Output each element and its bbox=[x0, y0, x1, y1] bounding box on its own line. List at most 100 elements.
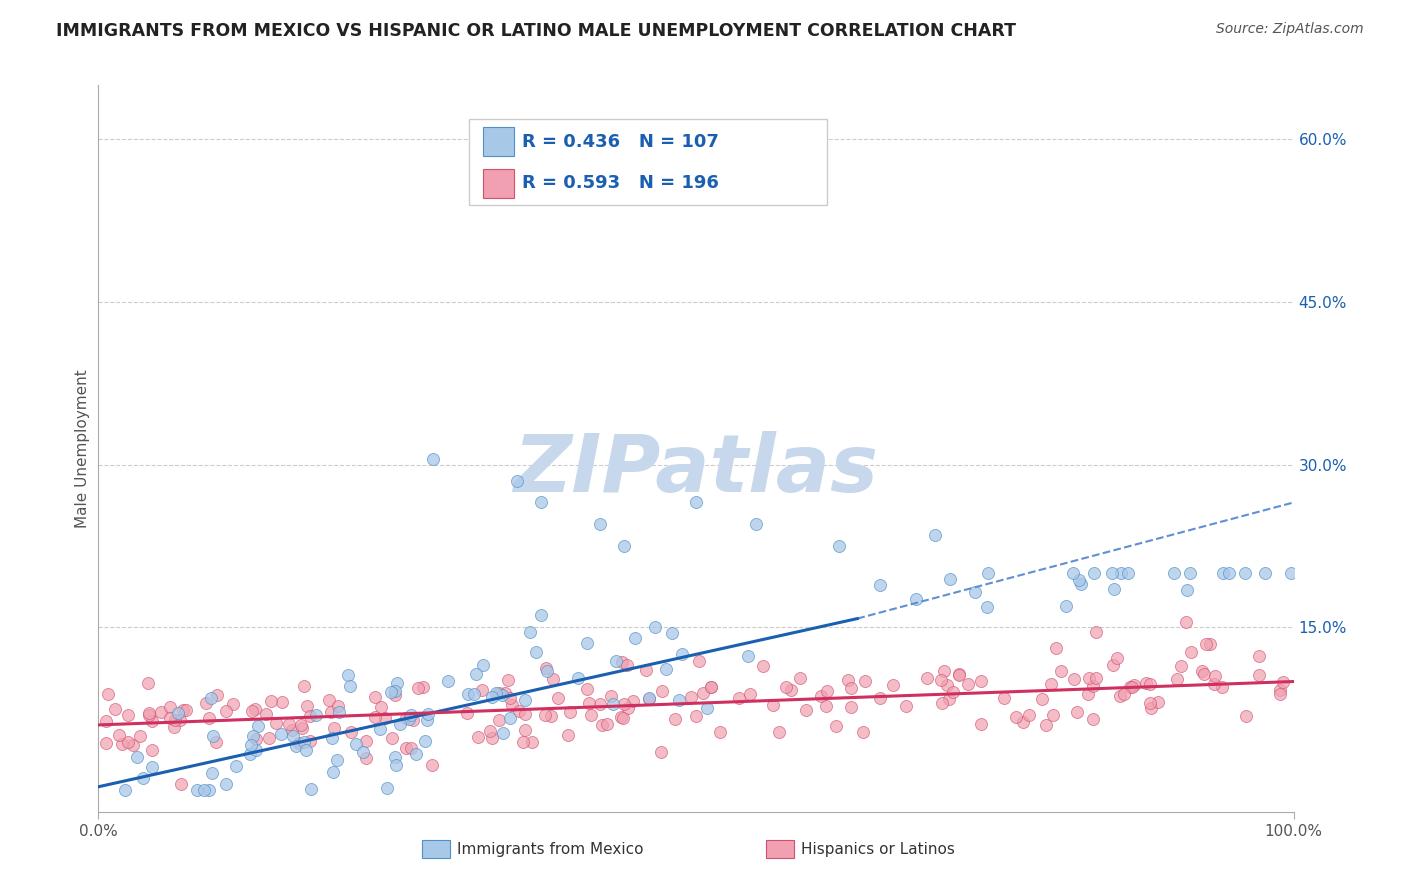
Point bbox=[104, 701, 127, 715]
Point bbox=[136, 676, 159, 690]
Point bbox=[111, 737, 134, 751]
Point bbox=[457, 687, 479, 701]
Point bbox=[810, 689, 832, 703]
Point bbox=[271, 695, 294, 709]
Point bbox=[621, 694, 644, 708]
Point bbox=[692, 686, 714, 700]
Point bbox=[463, 687, 485, 701]
Point bbox=[1045, 640, 1067, 655]
Point bbox=[225, 759, 247, 773]
Point bbox=[1070, 577, 1092, 591]
Point bbox=[825, 719, 848, 733]
Point bbox=[1139, 696, 1161, 710]
Point bbox=[412, 681, 434, 695]
Point bbox=[239, 747, 262, 762]
Point bbox=[384, 683, 406, 698]
Point bbox=[344, 737, 367, 751]
Point bbox=[1204, 669, 1226, 683]
Point bbox=[352, 745, 374, 759]
Point bbox=[291, 721, 314, 735]
Point bbox=[768, 724, 790, 739]
Point bbox=[328, 705, 350, 719]
Point bbox=[381, 731, 404, 746]
Point bbox=[581, 707, 603, 722]
Point bbox=[938, 691, 960, 706]
Point bbox=[664, 712, 686, 726]
Point bbox=[969, 716, 991, 731]
Point bbox=[94, 736, 117, 750]
Point bbox=[1268, 687, 1291, 701]
Point bbox=[1147, 695, 1170, 709]
Point bbox=[186, 783, 208, 797]
Point bbox=[318, 693, 340, 707]
Point bbox=[965, 585, 987, 599]
Point bbox=[200, 691, 222, 706]
Point bbox=[488, 713, 510, 727]
Point bbox=[924, 528, 946, 542]
Point bbox=[616, 658, 638, 673]
Point bbox=[478, 723, 501, 738]
Point bbox=[240, 704, 263, 718]
Point bbox=[506, 474, 529, 488]
Point bbox=[560, 706, 582, 720]
Point bbox=[326, 698, 349, 713]
Point bbox=[775, 680, 797, 694]
Point bbox=[1202, 677, 1225, 691]
Point bbox=[613, 539, 636, 553]
Point bbox=[380, 685, 402, 699]
Point bbox=[198, 783, 221, 797]
Point bbox=[496, 673, 519, 687]
Point bbox=[1039, 677, 1062, 691]
Point bbox=[326, 753, 349, 767]
Point bbox=[1109, 566, 1132, 580]
Point bbox=[322, 721, 344, 735]
Point bbox=[894, 699, 917, 714]
Point bbox=[1175, 615, 1198, 629]
Point bbox=[1218, 566, 1240, 580]
Point bbox=[121, 738, 143, 752]
Point bbox=[114, 783, 136, 797]
Point bbox=[1018, 708, 1040, 723]
Point bbox=[138, 707, 160, 722]
Point bbox=[281, 729, 304, 743]
Point bbox=[567, 671, 589, 685]
Point bbox=[638, 691, 661, 706]
Point bbox=[654, 662, 676, 676]
Point bbox=[1062, 566, 1084, 580]
Point bbox=[905, 592, 928, 607]
Point bbox=[513, 707, 536, 722]
Point bbox=[405, 747, 427, 761]
Point bbox=[651, 684, 673, 698]
Point bbox=[815, 698, 838, 713]
Point bbox=[638, 692, 661, 706]
Point bbox=[214, 704, 236, 718]
Point bbox=[399, 741, 422, 756]
Point bbox=[141, 759, 163, 773]
Point bbox=[290, 717, 312, 731]
Point bbox=[839, 681, 862, 695]
Point bbox=[205, 688, 228, 702]
Point bbox=[929, 673, 952, 687]
Point bbox=[515, 723, 537, 737]
Point bbox=[751, 658, 773, 673]
Point bbox=[1166, 672, 1188, 686]
Point bbox=[456, 706, 478, 721]
Point bbox=[364, 690, 387, 704]
Point bbox=[1042, 708, 1064, 723]
Point bbox=[942, 684, 965, 698]
Point bbox=[576, 636, 599, 650]
Point bbox=[138, 706, 160, 720]
Point bbox=[957, 677, 980, 691]
Point bbox=[1012, 715, 1035, 730]
Point bbox=[395, 741, 418, 756]
Point bbox=[576, 681, 599, 696]
Point bbox=[491, 688, 513, 702]
Point bbox=[1118, 680, 1140, 694]
Point bbox=[131, 771, 153, 785]
Point bbox=[533, 707, 555, 722]
Point bbox=[481, 731, 503, 745]
Point bbox=[385, 757, 408, 772]
Point bbox=[1234, 566, 1257, 580]
Point bbox=[498, 690, 520, 705]
Point bbox=[94, 714, 117, 729]
